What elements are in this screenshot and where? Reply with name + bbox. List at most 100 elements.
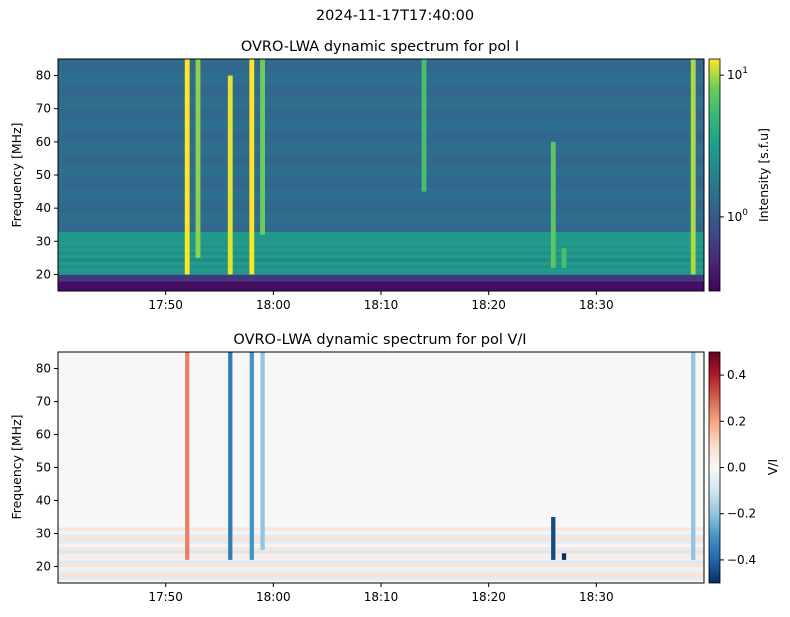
y-tick-label: 70 [36,395,51,409]
vi-band [58,457,704,462]
spectrum-band [58,141,704,146]
vi-band [58,480,704,485]
vi-band [58,371,704,376]
vi-band [58,573,704,577]
spectrum-band [58,78,704,83]
spectrum-band [58,281,704,285]
x-tick-label: 17:50 [148,298,183,312]
vi-band [58,411,704,416]
x-tick-label: 18:20 [471,298,506,312]
spectrum-band [58,228,704,232]
burst-mark [551,517,556,560]
vi-band [58,414,704,419]
panel2-colorbar-label: V/I [765,459,780,475]
panel1-colorbar [708,58,721,292]
spectrum-band [58,102,704,106]
vi-band [58,493,704,498]
panel2-x-axis: 17:50 18:00 18:10 18:20 18:30 [148,583,614,604]
burst-mark [691,352,696,560]
burst-mark [260,352,265,550]
vi-band [58,500,704,505]
spectrum-band [58,251,704,256]
vi-band [58,530,704,534]
panel2-ylabel: Frequency [MHz] [9,414,24,519]
spectrum-band [58,68,704,73]
vi-band [58,381,704,386]
panel1-x-axis: 17:50 18:00 18:10 18:20 18:30 [148,291,614,312]
spectrum-band [58,171,704,176]
vi-band [58,378,704,383]
vi-band [58,553,704,558]
spectrum-band [58,121,704,126]
y-tick-label: 80 [36,362,51,376]
y-tick-label: 50 [36,461,51,475]
burst-mark [561,553,567,560]
spectrum-band [58,284,704,289]
vi-band [58,394,704,399]
vi-band [58,404,704,409]
vi-band [58,365,704,369]
panel2-title: OVRO-LWA dynamic spectrum for pol V/I [233,332,526,348]
colorbar-tick-label: 0.2 [727,414,746,428]
vi-band [58,454,704,459]
spectrum-band [58,201,704,206]
vi-band [58,444,704,449]
spectrum-band [58,237,704,242]
spectrum-band [58,125,704,130]
burst-mark [260,59,265,235]
spectrum-band [58,271,704,275]
spectrum-band [58,218,704,222]
vi-band [58,418,704,422]
vi-band [58,474,704,478]
vi-band [58,490,704,495]
burst-mark [185,352,190,560]
vi-band [58,497,704,501]
y-tick-label: 20 [36,267,51,281]
burst-mark [690,59,696,275]
spectrum-band [58,257,704,262]
spectrum-band [58,72,704,77]
spectrum-band [58,168,704,173]
vi-band [58,517,704,521]
burst-mark [561,247,567,268]
y-tick-label: 20 [36,560,51,574]
panel1-ylabel: Frequency [MHz] [9,122,24,227]
vi-band [58,569,704,574]
y-tick-label: 80 [36,69,51,83]
spectrum-band [58,287,704,292]
vi-band [58,431,704,435]
vi-band [58,470,704,475]
spectrum-band [58,224,704,229]
vi-band [58,385,704,389]
vi-band [58,391,704,396]
spectrum-band [58,165,704,169]
y-tick-label: 40 [36,201,51,215]
vi-band [58,477,704,482]
spectrum-band [58,267,704,272]
vi-band [58,540,704,544]
vi-band [58,368,704,373]
spectrum-band [58,65,704,70]
spectrum-band [58,115,704,120]
spectrum-band [58,85,704,90]
spectrum-band [58,112,704,116]
spectrum-band [58,178,704,183]
spectrum-band [58,277,704,282]
vi-band [58,543,704,548]
spectrum-band [58,181,704,186]
colorbar-tick-label: −0.4 [727,553,756,567]
vi-band [58,427,704,432]
spectrum-band [58,128,704,133]
vi-band [58,566,704,571]
vi-band [58,355,704,360]
panel2-colorbar-ticks: 0.4 0.2 0.0 −0.2 −0.4 [720,368,756,567]
panel1-title: OVRO-LWA dynamic spectrum for pol I [241,39,519,55]
vi-band [58,398,704,402]
vi-band [58,510,704,515]
spectrum-band [58,82,704,87]
spectrum-band [58,244,704,249]
vi-band [58,375,704,379]
spectrum-band [58,204,704,209]
y-tick-label: 40 [36,494,51,508]
